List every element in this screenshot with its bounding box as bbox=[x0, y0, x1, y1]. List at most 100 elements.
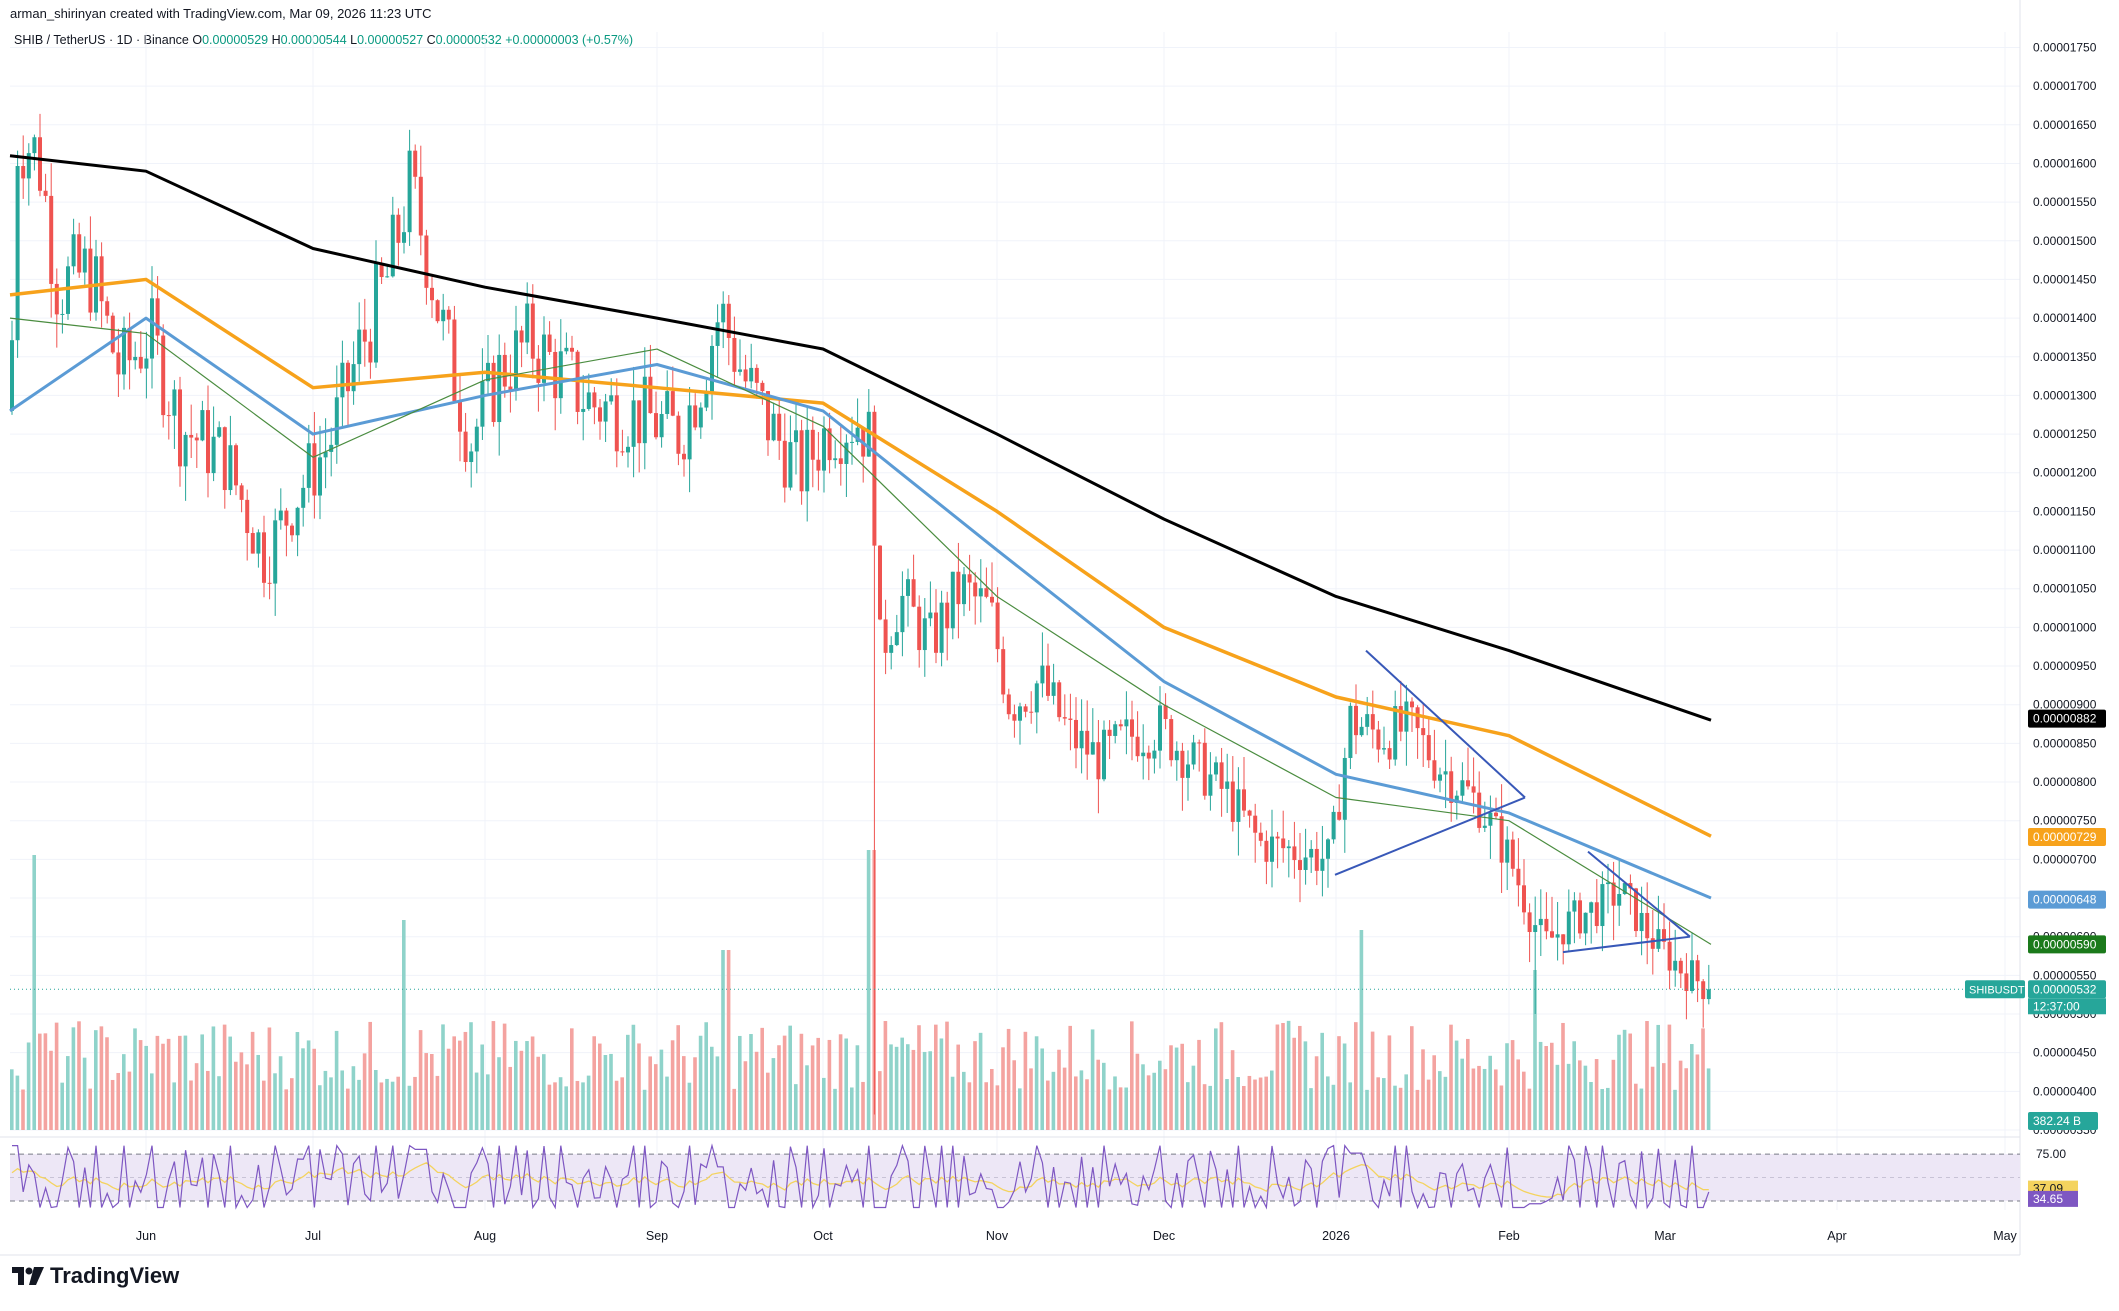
volume-bar bbox=[1695, 1054, 1700, 1130]
candle-body bbox=[945, 602, 950, 629]
candle-body bbox=[1208, 774, 1213, 796]
candle-body bbox=[1141, 752, 1146, 757]
candle-body bbox=[911, 579, 916, 607]
candle-body bbox=[760, 382, 765, 392]
triangle-trendline[interactable] bbox=[1562, 935, 1691, 954]
candle-body bbox=[49, 195, 54, 284]
triangle-trendline[interactable] bbox=[1587, 850, 1691, 938]
volume-bar bbox=[1152, 1072, 1156, 1130]
volume-bar bbox=[822, 1077, 826, 1130]
volume-bar bbox=[194, 1063, 199, 1130]
candle-body bbox=[1449, 771, 1454, 803]
candle-body bbox=[32, 137, 37, 154]
candle-body bbox=[211, 436, 216, 474]
candle-body bbox=[676, 415, 681, 454]
volume-bar bbox=[105, 1037, 109, 1130]
volume-bar bbox=[1326, 1076, 1330, 1130]
candle-body bbox=[1533, 925, 1538, 933]
volume-bar bbox=[917, 1025, 921, 1130]
candle-body bbox=[1522, 885, 1526, 913]
candle-body bbox=[217, 427, 222, 437]
tradingview-logo[interactable]: TradingView bbox=[12, 1263, 179, 1289]
volume-bar bbox=[222, 1024, 227, 1130]
candle-body bbox=[402, 232, 406, 243]
volume-bar bbox=[1359, 930, 1364, 1130]
volume-bar bbox=[374, 1070, 378, 1130]
candle-body bbox=[514, 330, 518, 392]
rsi-upper-label: 75.00 bbox=[2036, 1147, 2066, 1161]
volume-bar bbox=[1494, 1069, 1498, 1130]
candle-body bbox=[810, 429, 815, 460]
volume-bar bbox=[250, 1031, 255, 1130]
time-axis-label: Apr bbox=[1827, 1229, 1846, 1243]
candle-body bbox=[1180, 750, 1185, 778]
candle-body bbox=[161, 335, 166, 416]
candle-body bbox=[1432, 760, 1437, 781]
price-axis-label: 0.00001400 bbox=[2033, 311, 2097, 325]
volume-bar bbox=[1477, 1065, 1481, 1130]
candle-body bbox=[894, 632, 899, 646]
candle-body bbox=[26, 153, 31, 179]
candle-body bbox=[446, 309, 451, 320]
price-axis-label: 0.00000950 bbox=[2033, 659, 2097, 673]
volume-bar bbox=[631, 1024, 636, 1130]
volume-bar bbox=[1572, 1041, 1576, 1130]
price-axis-label: 0.00001100 bbox=[2033, 543, 2096, 557]
candle-body bbox=[827, 428, 832, 461]
volume-bar bbox=[1617, 1034, 1621, 1130]
candle-body bbox=[530, 303, 535, 359]
volume-bar bbox=[810, 1045, 815, 1130]
candle-body bbox=[1393, 706, 1398, 760]
triangle-trendline[interactable] bbox=[1365, 649, 1526, 799]
price-scale-value: 0.00000648 bbox=[2033, 893, 2097, 907]
volume-bar bbox=[581, 1082, 585, 1130]
volume-bar bbox=[1650, 1066, 1655, 1130]
candle-body bbox=[1023, 706, 1028, 712]
volume-bar bbox=[620, 1077, 624, 1130]
volume-bar bbox=[284, 1089, 288, 1130]
candle-body bbox=[351, 364, 356, 392]
candle-body bbox=[939, 602, 944, 653]
candle-body bbox=[805, 429, 810, 492]
price-axis-label: 0.00001650 bbox=[2033, 118, 2097, 132]
price-scale-badge bbox=[2028, 827, 2106, 846]
volume-bar bbox=[1376, 1077, 1380, 1130]
volume-bar bbox=[166, 1038, 171, 1130]
volume-bar bbox=[1163, 1069, 1168, 1130]
volume-bar bbox=[21, 1089, 25, 1130]
price-axis-label: 0.00001550 bbox=[2033, 195, 2097, 209]
volume-bar bbox=[1398, 1087, 1403, 1130]
candle-body bbox=[1298, 860, 1302, 870]
price-axis-label: 0.00000850 bbox=[2033, 736, 2097, 750]
volume-bar bbox=[1510, 1040, 1515, 1130]
candle-body bbox=[900, 595, 905, 633]
volume-bar bbox=[402, 920, 406, 1130]
volume-bar bbox=[850, 1087, 854, 1130]
candle-body bbox=[1494, 812, 1498, 817]
candle-body bbox=[430, 287, 434, 301]
candle-body bbox=[1219, 762, 1224, 789]
candle-body bbox=[542, 334, 546, 383]
volume-bar bbox=[346, 1088, 350, 1130]
volume-bar bbox=[1102, 1062, 1106, 1130]
candle-body bbox=[788, 442, 793, 488]
candle-body bbox=[256, 532, 261, 554]
moving-average-line bbox=[9, 316, 1712, 900]
volume-bar bbox=[1068, 1025, 1072, 1130]
candle-body bbox=[122, 327, 126, 375]
volume-bar bbox=[396, 1076, 400, 1130]
candle-body bbox=[262, 532, 266, 583]
candle-body bbox=[984, 588, 989, 597]
triangle-trendline[interactable] bbox=[1334, 796, 1526, 876]
volume-bar bbox=[1023, 1031, 1028, 1130]
candle-body bbox=[200, 410, 205, 441]
candle-body bbox=[1085, 730, 1090, 755]
volume-bar bbox=[486, 1074, 490, 1130]
symbol-tag-badge bbox=[1965, 980, 2025, 999]
volume-bar bbox=[435, 1075, 440, 1130]
candle-body bbox=[1510, 839, 1515, 869]
candle-body bbox=[620, 451, 625, 453]
candle-body bbox=[1029, 711, 1034, 713]
volume-bar bbox=[1348, 1082, 1352, 1130]
